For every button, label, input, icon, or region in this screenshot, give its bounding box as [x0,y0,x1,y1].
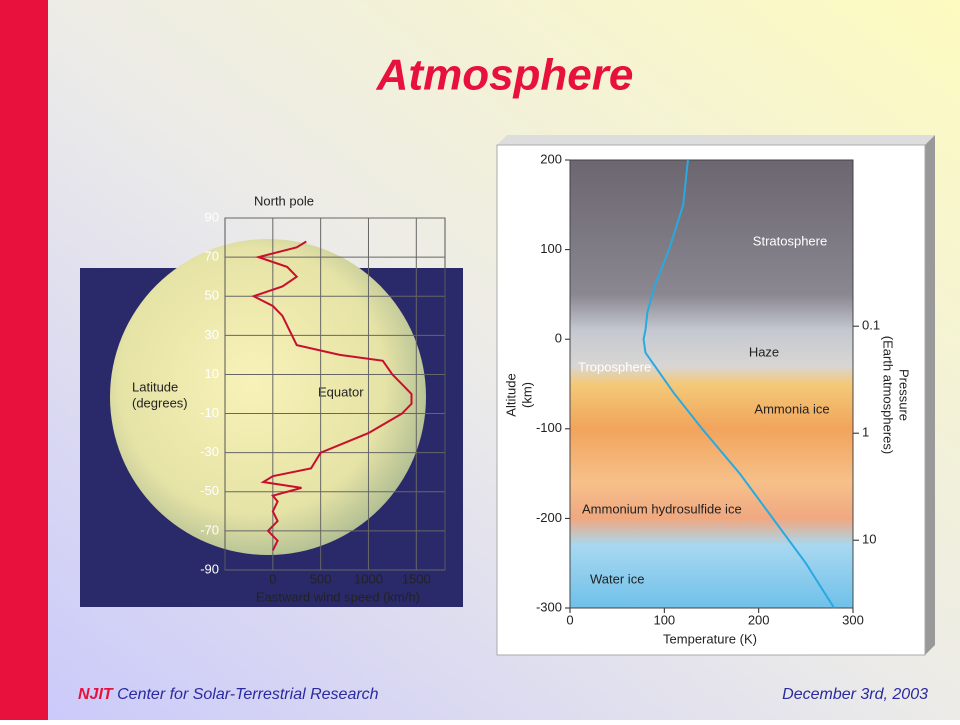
data-line [251,240,413,551]
annotation: Stratosphere [753,233,827,248]
footer-org: NJIT [78,686,114,703]
x-tick-label: 1000 [354,571,383,586]
panel-edge [497,135,935,145]
y-tick-label: 90 [205,209,219,224]
plot-frame [569,159,854,609]
y-tick-label: 0 [555,331,562,346]
y2-tick-label: 10 [862,532,876,547]
footer-date: December 3rd, 2003 [782,686,928,703]
x-tick-label: 200 [748,612,770,627]
y-tick-label: -70 [200,522,219,537]
y-tick-label: -300 [536,599,562,614]
y2-tick-label: 0.1 [862,318,880,333]
footer: NJIT Center for Solar-Terrestrial Resear… [78,686,379,703]
y-tick-label: -90 [200,561,219,576]
data-line [642,159,835,609]
annotation: Troposphere [578,359,651,374]
x-tick-label: 0 [566,612,573,627]
x-tick-label: 0 [269,571,276,586]
x-tick-label: 1500 [402,571,431,586]
y-tick-label: -200 [536,510,562,525]
y-label: Latitude [132,379,178,394]
annotation: Ammonium hydrosulfide ice [582,501,742,516]
y-label: Altitude [503,373,518,416]
y-tick-label: 200 [540,151,562,166]
slide-title: Atmosphere [376,51,634,100]
y-tick-label: -50 [200,483,219,498]
y-tick-label: 10 [205,366,219,381]
y-label: (degrees) [132,395,188,410]
y-tick-label: 30 [205,327,219,342]
layer-background [570,160,853,608]
y-tick-label: -100 [536,420,562,435]
x-tick-label: 300 [842,612,864,627]
x-label: Eastward wind speed (km/h) [256,589,420,604]
annotation: Equator [318,384,364,399]
y2-tick-label: 1 [862,425,869,440]
side-bar [0,0,48,720]
annotation: Haze [749,344,779,359]
y-tick-label: -10 [200,405,219,420]
y-tick-label: -30 [200,444,219,459]
chart-title: North pole [254,193,314,208]
y-label: (km) [519,382,534,408]
annotation: Ammonia ice [754,401,829,416]
y-tick-label: 50 [205,288,219,303]
y-tick-label: 100 [540,241,562,256]
panel-edge [925,135,935,655]
y2-label: Pressure [897,369,912,421]
y-tick-label: 70 [205,249,219,264]
footer-center: Center for Solar-Terrestrial Research [117,686,379,703]
globe [110,239,426,555]
x-label: Temperature (K) [663,631,757,646]
x-tick-label: 100 [653,612,675,627]
annotation: Water ice [590,571,644,586]
y2-label: (Earth atmospheres) [881,336,896,455]
x-tick-label: 500 [310,571,332,586]
